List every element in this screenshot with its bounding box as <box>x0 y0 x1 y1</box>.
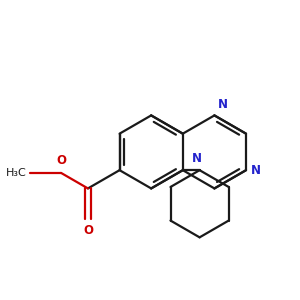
Text: N: N <box>251 164 261 177</box>
Text: O: O <box>56 154 66 167</box>
Text: N: N <box>192 152 202 165</box>
Text: O: O <box>83 224 93 237</box>
Text: N: N <box>218 98 228 111</box>
Text: H₃C: H₃C <box>5 168 26 178</box>
